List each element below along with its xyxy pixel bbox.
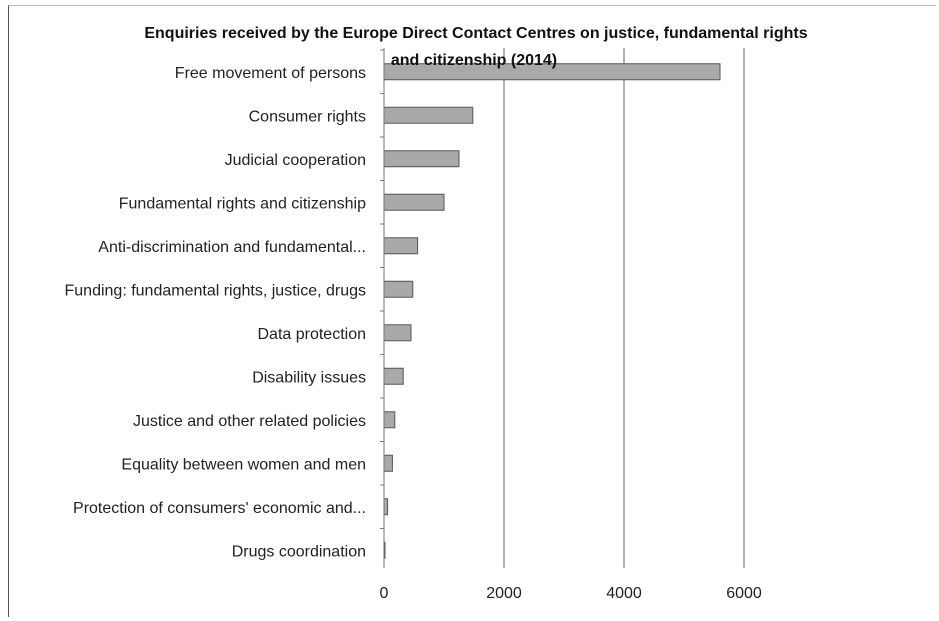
category-label-2: Judicial cooperation xyxy=(225,152,366,169)
category-label-9: Equality between women and men xyxy=(121,456,366,473)
bar-8 xyxy=(383,411,396,429)
category-label-11: Drugs coordination xyxy=(232,543,366,560)
gridlines xyxy=(503,48,745,568)
bar-9 xyxy=(383,454,393,472)
x-tick-label-2000: 2000 xyxy=(486,585,522,602)
bar-4 xyxy=(383,237,419,255)
bar-1 xyxy=(383,106,474,124)
category-label-8: Justice and other related policies xyxy=(133,413,366,430)
bar-3 xyxy=(383,193,445,211)
category-label-5: Funding: fundamental rights, justice, dr… xyxy=(65,282,367,299)
category-label-0: Free movement of persons xyxy=(175,65,366,82)
category-label-10: Protection of consumers' economic and... xyxy=(73,500,366,517)
chart-title-line-1: Enquiries received by the Europe Direct … xyxy=(144,25,807,42)
bar-10 xyxy=(383,498,389,516)
chart-frame xyxy=(8,5,936,617)
bar-6 xyxy=(383,324,412,342)
category-label-3: Fundamental rights and citizenship xyxy=(119,195,366,212)
bar-5 xyxy=(383,280,414,298)
x-tick-label-6000: 6000 xyxy=(726,585,762,602)
chart-title-line-2: and citizenship (2014) xyxy=(391,52,557,69)
category-label-7: Disability issues xyxy=(252,369,366,386)
bar-2 xyxy=(383,150,460,168)
x-axis-tick-labels: 0 2000 4000 6000 xyxy=(380,585,762,602)
category-labels: Free movement of persons Consumer rights J… xyxy=(65,65,367,561)
x-tick-label-4000: 4000 xyxy=(606,585,642,602)
bars xyxy=(380,49,721,559)
category-label-4: Anti-discrimination and fundamental... xyxy=(98,239,366,256)
category-label-1: Consumer rights xyxy=(249,108,366,125)
x-tick-label-0: 0 xyxy=(380,585,389,602)
bar-7 xyxy=(383,367,404,385)
category-label-6: Data protection xyxy=(257,326,366,343)
